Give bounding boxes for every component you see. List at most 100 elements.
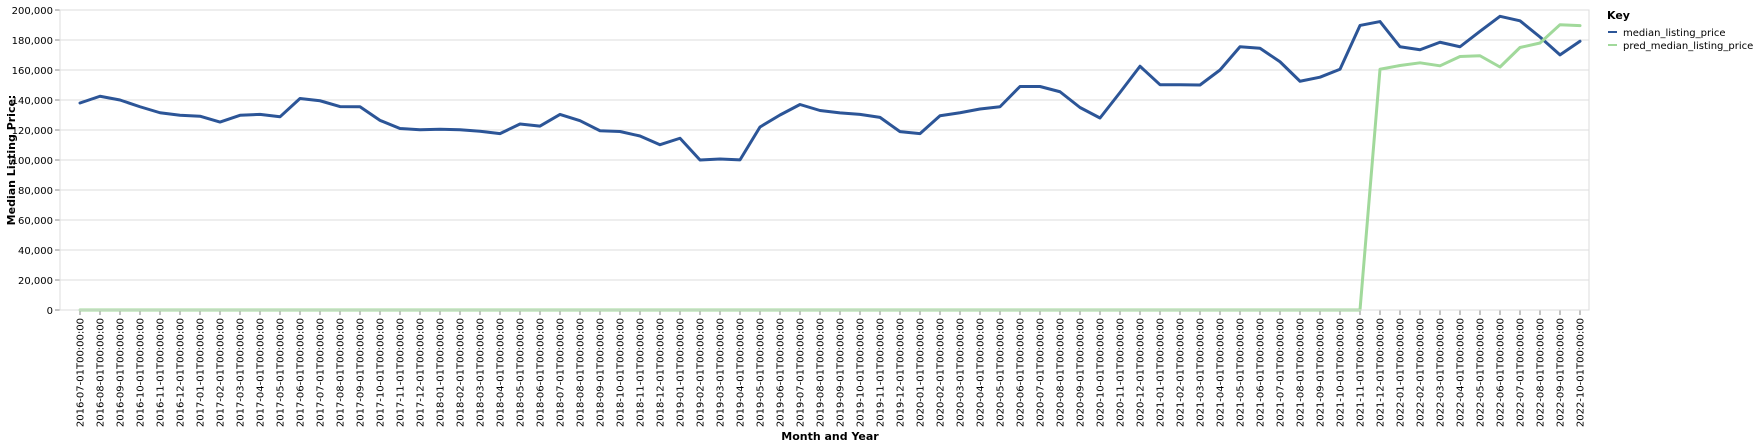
legend: Key median_listing_price pred_median_list…	[1607, 9, 1753, 52]
x-tick-label: 2021-10-01T00:00:00	[1336, 318, 1347, 427]
x-tick-label: 2020-05-01T00:00:00	[996, 318, 1007, 427]
y-tick-label: 20,000	[18, 276, 53, 287]
x-tick-label: 2019-08-01T00:00:00	[816, 318, 827, 427]
x-tick-label: 2021-09-01T00:00:00	[1316, 318, 1327, 427]
y-tick-label: 160,000	[12, 66, 53, 77]
x-tick-label: 2017-09-01T00:00:00	[356, 318, 367, 427]
x-tick-label: 2018-12-01T00:00:00	[656, 318, 667, 427]
x-tick-label: 2021-03-01T00:00:00	[1196, 318, 1207, 427]
x-tick-label: 2022-03-01T00:00:00	[1436, 318, 1447, 427]
x-tick-label: 2018-08-01T00:00:00	[576, 318, 587, 427]
x-tick-label: 2016-07-01T00:00:00	[76, 318, 87, 427]
x-tick-label: 2021-08-01T00:00:00	[1296, 318, 1307, 427]
y-tick-label: 80,000	[18, 186, 53, 197]
x-tick-label: 2022-07-01T00:00:00	[1516, 318, 1527, 427]
x-tick-label: 2022-04-01T00:00:00	[1456, 318, 1467, 427]
x-tick-label: 2018-09-01T00:00:00	[596, 318, 607, 427]
x-tick-label: 2021-12-01T00:00:00	[1376, 318, 1387, 427]
x-tick-label: 2016-09-01T00:00:00	[116, 318, 127, 427]
y-tick-label: 180,000	[12, 36, 53, 47]
x-tick-label: 2016-08-01T00:00:00	[96, 318, 107, 427]
x-tick-label: 2017-01-01T00:00:00	[196, 318, 207, 427]
x-tick-label: 2020-11-01T00:00:00	[1116, 318, 1127, 427]
x-tick-label: 2022-02-01T00:00:00	[1416, 318, 1427, 427]
x-tick-label: 2019-04-01T00:00:00	[736, 318, 747, 427]
x-tick-label: 2018-01-01T00:00:00	[436, 318, 447, 427]
x-tick-label: 2020-02-01T00:00:00	[936, 318, 947, 427]
y-tick-label: 120,000	[12, 126, 53, 137]
grid-lines	[60, 9, 1589, 311]
x-tick-label: 2017-10-01T00:00:00	[376, 318, 387, 427]
x-tick-label: 2019-05-01T00:00:00	[756, 318, 767, 427]
x-tick-label: 2018-02-01T00:00:00	[456, 318, 467, 427]
y-tick-label: 100,000	[12, 156, 53, 167]
x-tick-label: 2021-07-01T00:00:00	[1276, 318, 1287, 427]
x-tick-label: 2020-12-01T00:00:00	[1136, 318, 1147, 427]
x-tick-label: 2016-11-01T00:00:00	[156, 318, 167, 427]
x-tick-label: 2019-09-01T00:00:00	[836, 318, 847, 427]
x-tick-label: 2021-04-01T00:00:00	[1216, 318, 1227, 427]
x-tick-label: 2021-06-01T00:00:00	[1256, 318, 1267, 427]
x-tick-label: 2017-02-01T00:00:00	[216, 318, 227, 427]
x-tick-label: 2018-03-01T00:00:00	[476, 318, 487, 427]
x-tick-label: 2020-03-01T00:00:00	[956, 318, 967, 427]
x-tick-label: 2021-02-01T00:00:00	[1176, 318, 1187, 427]
legend-label: median_listing_price	[1623, 28, 1726, 39]
y-tick-label: 140,000	[12, 96, 53, 107]
y-tick-label: 200,000	[12, 6, 53, 17]
x-tick-label: 2019-02-01T00:00:00	[696, 318, 707, 427]
x-tick-label: 2020-06-01T00:00:00	[1016, 318, 1027, 427]
y-axis: 0 20,000 40,000 60,000 80,000 100,000 120,000 1…	[12, 6, 60, 317]
x-tick-label: 2020-04-01T00:00:00	[976, 318, 987, 427]
x-tick-label: 2019-03-01T00:00:00	[716, 318, 727, 427]
y-axis-label: Median Listing Price:	[5, 95, 18, 226]
x-tick-label: 2017-06-01T00:00:00	[296, 318, 307, 427]
x-tick-label: 2017-03-01T00:00:00	[236, 318, 247, 427]
y-tick-label: 0	[47, 306, 53, 317]
y-tick-label: 40,000	[18, 246, 53, 257]
x-tick-label: 2019-01-01T00:00:00	[676, 318, 687, 427]
x-tick-label: 2021-11-01T00:00:00	[1356, 318, 1367, 427]
x-tick-label: 2017-11-01T00:00:00	[396, 318, 407, 427]
x-axis: 2016-07-01T00:00:00 2016-08-01T00:00:00 20…	[60, 309, 1589, 427]
x-axis-label: Month and Year	[781, 430, 879, 443]
series-line-median_listing_price	[78, 14, 1582, 162]
x-tick-label: 2020-01-01T00:00:00	[916, 318, 927, 427]
x-tick-label: 2016-10-01T00:00:00	[136, 318, 147, 427]
x-tick-label: 2019-12-01T00:00:00	[896, 318, 907, 427]
y-tick-label: 60,000	[18, 216, 53, 227]
legend-label: pred_median_listing_price	[1623, 41, 1753, 52]
x-tick-label: 2018-07-01T00:00:00	[556, 318, 567, 427]
legend-title: Key	[1607, 9, 1630, 22]
series-line-pred_median_listing_price	[78, 23, 1582, 312]
x-tick-label: 2019-07-01T00:00:00	[796, 318, 807, 427]
x-tick-label: 2022-05-01T00:00:00	[1476, 318, 1487, 427]
x-tick-label: 2020-10-01T00:00:00	[1096, 318, 1107, 427]
x-tick-label: 2018-11-01T00:00:00	[636, 318, 647, 427]
x-tick-label: 2017-07-01T00:00:00	[316, 318, 327, 427]
x-tick-label: 2022-08-01T00:00:00	[1536, 318, 1547, 427]
x-tick-label: 2018-04-01T00:00:00	[496, 318, 507, 427]
x-tick-label: 2022-01-01T00:00:00	[1396, 318, 1407, 427]
x-tick-label: 2017-12-01T00:00:00	[416, 318, 427, 427]
x-tick-label: 2021-01-01T00:00:00	[1156, 318, 1167, 427]
x-tick-label: 2020-08-01T00:00:00	[1056, 318, 1067, 427]
x-tick-label: 2016-12-01T00:00:00	[176, 318, 187, 427]
x-tick-label: 2021-05-01T00:00:00	[1236, 318, 1247, 427]
x-tick-label: 2017-04-01T00:00:00	[256, 318, 267, 427]
series-lines	[78, 14, 1582, 312]
x-tick-label: 2019-06-01T00:00:00	[776, 318, 787, 427]
x-tick-label: 2017-05-01T00:00:00	[276, 318, 287, 427]
x-tick-label: 2017-08-01T00:00:00	[336, 318, 347, 427]
x-tick-label: 2022-06-01T00:00:00	[1496, 318, 1507, 427]
x-tick-label: 2020-09-01T00:00:00	[1076, 318, 1087, 427]
x-tick-label: 2022-09-01T00:00:00	[1556, 318, 1567, 427]
x-tick-label: 2020-07-01T00:00:00	[1036, 318, 1047, 427]
x-tick-label: 2019-11-01T00:00:00	[876, 318, 887, 427]
x-tick-label: 2018-05-01T00:00:00	[516, 318, 527, 427]
x-tick-label: 2018-10-01T00:00:00	[616, 318, 627, 427]
x-tick-label: 2019-10-01T00:00:00	[856, 318, 867, 427]
plot-frame	[59, 9, 1590, 311]
x-tick-label: 2022-10-01T00:00:00	[1576, 318, 1587, 427]
